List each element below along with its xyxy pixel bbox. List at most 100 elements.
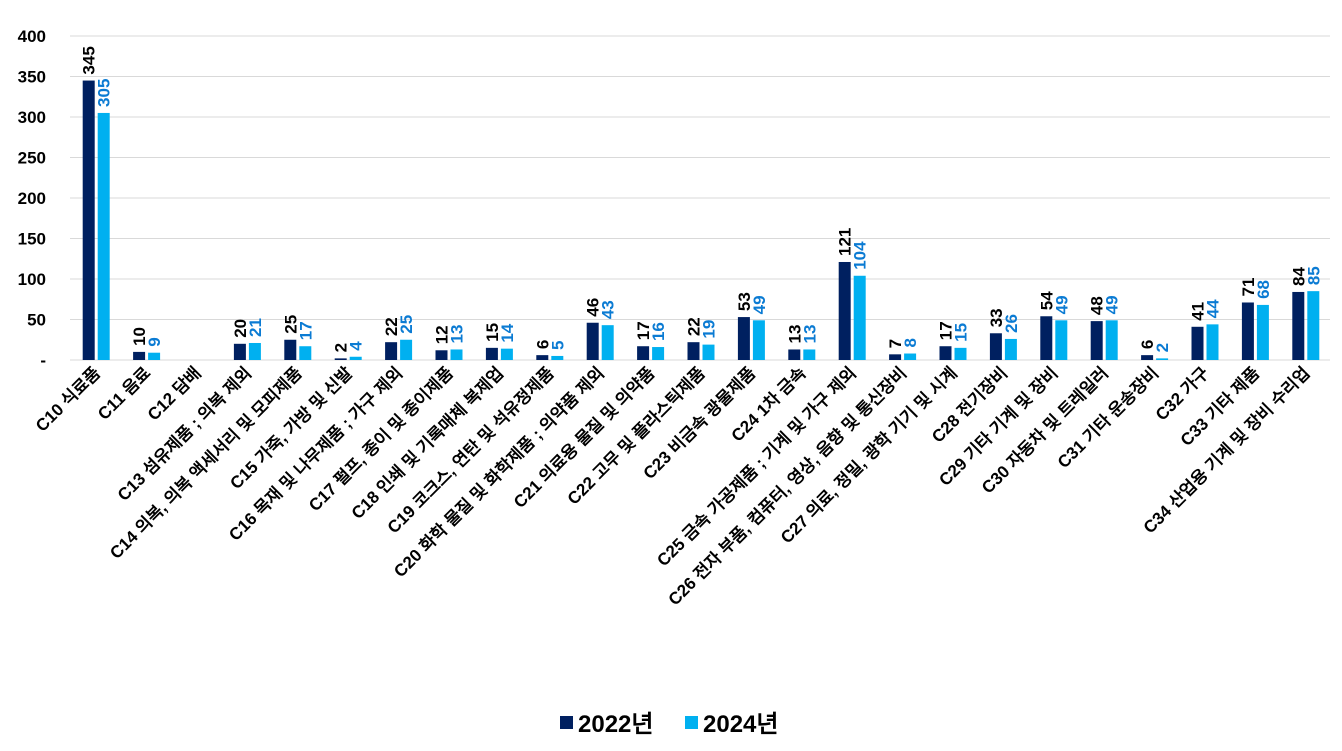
data-label: 104	[851, 241, 870, 270]
data-label: 17	[937, 321, 956, 340]
bar-2024년	[500, 348, 513, 360]
data-label: 49	[750, 295, 769, 314]
data-label: 20	[231, 319, 250, 338]
data-label: 14	[498, 323, 517, 342]
bar-2022년	[1090, 321, 1103, 360]
y-tick-label: 150	[18, 230, 46, 249]
data-label: 26	[1002, 314, 1021, 333]
data-label: 6	[1138, 340, 1157, 349]
bar-2022년	[1040, 316, 1053, 360]
data-label: 53	[735, 292, 754, 311]
x-tick-label: C26 전자 부품, 컴퓨터, 영상, 음향 및 통신장비	[664, 363, 911, 610]
data-label: 22	[382, 317, 401, 336]
bar-2022년	[435, 350, 448, 360]
bar-2024년	[1206, 324, 1219, 360]
data-label: 48	[1088, 296, 1107, 315]
bar-2022년	[939, 346, 952, 360]
legend-label: 2022년	[578, 711, 653, 738]
y-tick-label: 200	[18, 189, 46, 208]
y-tick-label: 50	[27, 311, 46, 330]
data-label: 54	[1037, 291, 1056, 310]
bar-2022년	[737, 317, 750, 360]
bar-2024년	[853, 275, 866, 360]
data-label: 41	[1189, 302, 1208, 321]
bars	[82, 80, 1320, 361]
data-label: 121	[836, 228, 855, 256]
x-tick-label: C11 음료	[94, 363, 155, 424]
data-label: 68	[1254, 280, 1273, 299]
bar-2022년	[1191, 326, 1204, 360]
bar-2022년	[385, 342, 398, 360]
data-label: 85	[1304, 266, 1323, 285]
data-label: 2	[332, 343, 351, 352]
legend-swatch	[685, 716, 698, 729]
bar-2024년	[349, 356, 362, 360]
legend-swatch	[560, 716, 573, 729]
data-label: 22	[685, 317, 704, 336]
bar-2024년	[299, 346, 312, 360]
bar-2024년	[400, 339, 413, 360]
data-label: 71	[1239, 278, 1258, 297]
bar-2022년	[82, 80, 95, 361]
bar-2022년	[1241, 302, 1254, 360]
bar-2024년	[1004, 338, 1017, 360]
bar-2022년	[889, 354, 902, 360]
data-label: 49	[1052, 295, 1071, 314]
bar-2022년	[586, 322, 599, 360]
data-label: 15	[483, 323, 502, 342]
bar-2024년	[904, 353, 917, 360]
data-label: 4	[347, 341, 366, 351]
x-tick-label: C27 의료, 정밀, 광학 기기 및 시계	[776, 363, 961, 548]
y-tick-label: 350	[18, 68, 46, 87]
bar-2024년	[752, 320, 765, 360]
legend: 2022년 2024년	[560, 711, 778, 738]
data-label: 2	[1153, 343, 1172, 352]
bar-2024년	[1055, 320, 1068, 360]
bar-2024년	[551, 355, 564, 360]
data-label: 17	[634, 321, 653, 340]
data-label: 305	[95, 79, 114, 107]
data-label: 9	[145, 337, 164, 346]
data-label: 12	[433, 325, 452, 344]
bar-2024년	[1256, 304, 1269, 360]
bar-2024년	[148, 352, 161, 360]
bar-2022년	[1141, 355, 1154, 360]
bar-2024년	[954, 347, 967, 360]
bar-2022년	[1292, 291, 1305, 360]
bar-2022년	[536, 355, 549, 360]
bar-2022년	[838, 261, 851, 360]
bar-2022년	[284, 339, 297, 360]
bar-2022년	[989, 333, 1002, 360]
gridlines	[70, 35, 1330, 361]
data-label: 25	[397, 315, 416, 334]
data-label: 25	[281, 315, 300, 334]
data-label: 84	[1289, 267, 1308, 286]
bar-2024년	[803, 349, 816, 360]
data-label: 33	[987, 308, 1006, 327]
data-label: 5	[548, 340, 567, 349]
x-tick-label: C10 식료품	[32, 363, 104, 435]
bar-2022년	[233, 343, 246, 360]
bar-2022년	[334, 358, 347, 360]
bar-2024년	[1105, 320, 1118, 360]
y-tick-label: 300	[18, 108, 46, 127]
bar-2022년	[637, 346, 650, 360]
legend-label: 2024년	[703, 711, 778, 738]
data-label: 345	[80, 46, 99, 74]
data-label: 7	[886, 339, 905, 348]
bar-2024년	[702, 344, 715, 360]
data-label: 10	[130, 327, 149, 346]
bar-2022년	[788, 349, 801, 360]
bar-2024년	[1307, 291, 1320, 360]
bar-2024년	[1156, 358, 1169, 360]
bar-2024년	[248, 342, 261, 360]
bar-2024년	[652, 347, 665, 360]
bar-2022년	[485, 347, 498, 360]
data-label: 49	[1103, 295, 1122, 314]
data-label: 6	[533, 340, 552, 349]
data-label: 19	[700, 320, 719, 339]
y-tick-label: 100	[18, 270, 46, 289]
bar-2024년	[601, 325, 614, 360]
